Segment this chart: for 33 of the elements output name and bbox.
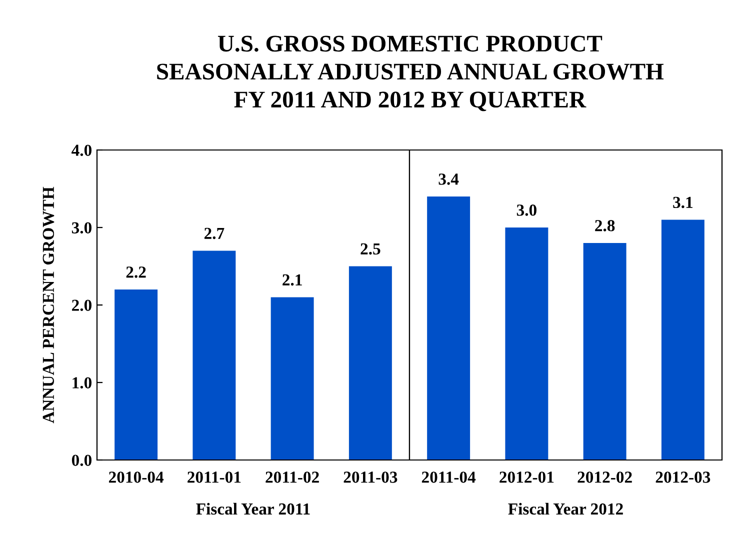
y-tick-label: 3.0 (72, 222, 92, 234)
x-tick-label: 2012-02 (578, 472, 632, 483)
y-tick-label: 0.0 (72, 454, 92, 466)
bar (114, 290, 158, 460)
data-label: 2.2 (126, 266, 146, 278)
y-tick-label: 1.0 (72, 377, 92, 389)
data-label: 3.0 (516, 204, 536, 216)
bar (661, 220, 704, 460)
data-label: 3.1 (673, 196, 692, 208)
x-tick-label: 2010-04 (108, 472, 164, 483)
data-label: 2.1 (282, 274, 302, 286)
x-tick-label: 2011-02 (266, 472, 319, 483)
x-axis-title: Fiscal Year 2012 (508, 502, 623, 515)
bar (427, 196, 470, 460)
bar (270, 297, 314, 460)
bar (505, 228, 548, 460)
chart-title: U.S. GROSS DOMESTIC PRODUCT SEASONALLY ADJUSTED ANNUAL GROWTH FY 2011 AND 2012 BY QUARTER (157, 36, 664, 112)
x-tick-label: 2011-01 (188, 472, 241, 483)
x-tick-label: 2012-01 (500, 472, 554, 483)
data-label: 2.8 (595, 220, 615, 232)
y-tick-label: 2.0 (72, 300, 92, 312)
y-axis-title: ANNUAL PERCENT GROWTH (42, 186, 54, 424)
x-tick-label: 2011-03 (344, 472, 398, 483)
bar (192, 250, 236, 460)
data-label: 3.4 (438, 174, 459, 185)
x-tick-label: 2011-04 (422, 472, 476, 483)
x-tick-label: 2012-03 (656, 472, 710, 483)
x-axis-title: Fiscal Year 2011 (196, 502, 310, 515)
bar (348, 266, 392, 460)
bar (583, 243, 626, 460)
data-label: 2.7 (204, 228, 224, 240)
y-tick-label: 4.0 (72, 144, 92, 156)
data-label: 2.5 (360, 243, 380, 255)
